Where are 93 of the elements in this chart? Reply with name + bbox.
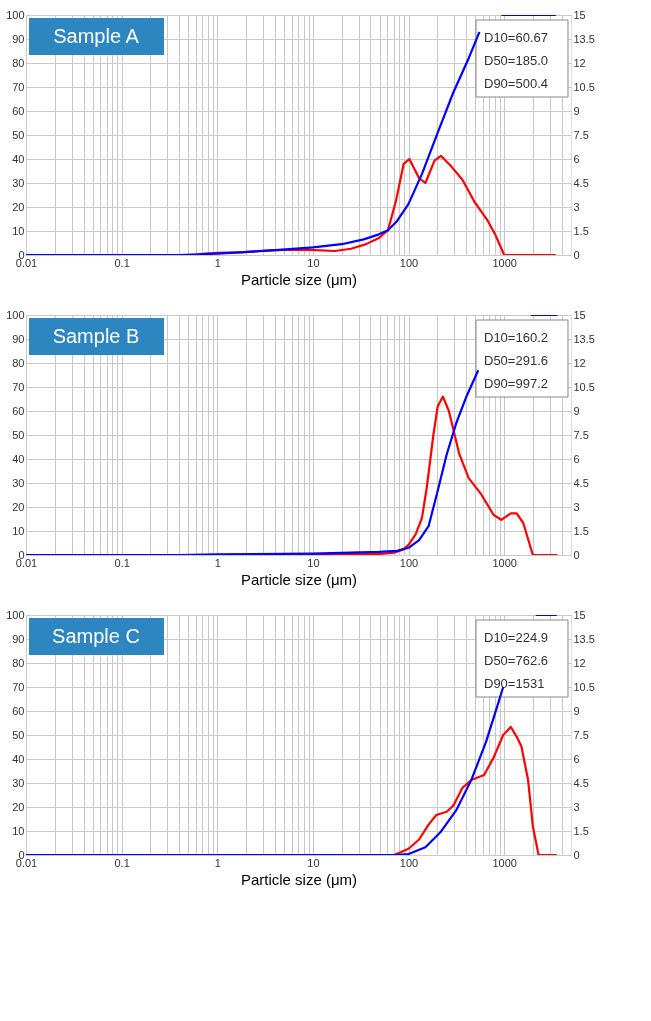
y2-tick-label: 10.5: [573, 680, 595, 693]
annotation: D50=185.0: [484, 52, 548, 68]
annotation: D10=224.9: [484, 629, 548, 645]
x-tick-label: 100: [399, 856, 419, 869]
x-tick-label: 0.1: [114, 856, 130, 869]
y2-tick-label: 15: [573, 608, 586, 621]
y-tick-label: 70: [12, 80, 25, 93]
y-tick-label: 30: [12, 476, 25, 489]
y-tick-label: 90: [12, 32, 25, 45]
x-tick-label: 1: [214, 856, 221, 869]
x-tick-label: 1: [214, 556, 221, 569]
text: Sample A: [53, 25, 140, 47]
y2-tick-label: 7.5: [573, 128, 589, 141]
y2-tick-label: 0: [573, 248, 580, 261]
y-tick-label: 60: [12, 704, 25, 717]
y2-tick-label: 6: [573, 152, 580, 165]
y2-tick-label: 0: [573, 548, 580, 561]
y-tick-label: 60: [12, 104, 25, 117]
x-tick-label: 100: [399, 256, 419, 269]
y2-tick-label: 13.5: [573, 332, 595, 345]
y-tick-label: 90: [12, 632, 25, 645]
text: Sample C: [52, 625, 140, 647]
annotation: D50=291.6: [484, 352, 548, 368]
x-tick-label: 1: [214, 256, 221, 269]
y2-tick-label: 4.5: [573, 176, 589, 189]
y2-tick-label: 12: [573, 356, 586, 369]
y2-tick-label: 7.5: [573, 428, 589, 441]
y2-tick-label: 15: [573, 8, 586, 21]
y2-tick-label: 12: [573, 56, 586, 69]
y2-tick-label: 12: [573, 656, 586, 669]
y-tick-label: 70: [12, 380, 25, 393]
x-axis-title: Particle size (μm): [240, 870, 358, 888]
y-tick-label: 100: [6, 608, 25, 621]
y-tick-label: 30: [12, 776, 25, 789]
y-tick-label: 20: [12, 800, 25, 813]
annotation: D10=60.67: [484, 29, 548, 45]
y-tick-label: 10: [12, 824, 25, 837]
y2-tick-label: 10.5: [573, 380, 595, 393]
x-tick-label: 1000: [492, 256, 517, 269]
y-tick-label: 100: [6, 308, 25, 321]
x-tick-label: 10: [307, 556, 320, 569]
y-tick-label: 20: [12, 200, 25, 213]
y-tick-label: 90: [12, 332, 25, 345]
y-tick-label: 10: [12, 224, 25, 237]
y-tick-label: 40: [12, 152, 25, 165]
x-tick-label: 10: [307, 856, 320, 869]
y-tick-label: 40: [12, 452, 25, 465]
y-tick-label: 80: [12, 356, 25, 369]
annotation: D50=762.6: [484, 652, 548, 668]
annotation: D90=1531: [484, 675, 545, 691]
y-tick-label: 100: [6, 8, 25, 21]
y2-tick-label: 3: [573, 800, 580, 813]
y2-tick-label: 1.5: [573, 224, 589, 237]
annotation: D10=160.2: [484, 329, 548, 345]
y-tick-label: 60: [12, 404, 25, 417]
y2-tick-label: 13.5: [573, 32, 595, 45]
x-tick-label: 100: [399, 556, 419, 569]
y-tick-label: 80: [12, 56, 25, 69]
y2-tick-label: 6: [573, 752, 580, 765]
y-tick-label: 20: [12, 500, 25, 513]
y-tick-label: 10: [12, 524, 25, 537]
y2-tick-label: 1.5: [573, 524, 589, 537]
y-tick-label: 80: [12, 656, 25, 669]
annotation: D90=500.4: [484, 75, 548, 91]
y2-tick-label: 4.5: [573, 776, 589, 789]
y-tick-label: 30: [12, 176, 25, 189]
x-tick-label: 1000: [492, 556, 517, 569]
x-axis-title: Particle size (μm): [240, 270, 358, 288]
y2-tick-label: 9: [573, 104, 580, 117]
annotation: D90=997.2: [484, 375, 548, 391]
y-tick-label: 50: [12, 428, 25, 441]
x-axis-title: Particle size (μm): [240, 570, 358, 588]
y2-tick-label: 3: [573, 200, 580, 213]
y2-tick-label: 15: [573, 308, 586, 321]
y-tick-label: 40: [12, 752, 25, 765]
y2-tick-label: 1.5: [573, 824, 589, 837]
y2-tick-label: 6: [573, 452, 580, 465]
y2-tick-label: 13.5: [573, 632, 595, 645]
y2-tick-label: 7.5: [573, 728, 589, 741]
y-tick-label: 50: [12, 728, 25, 741]
x-tick-label: 0.1: [114, 256, 130, 269]
y2-tick-label: 9: [573, 704, 580, 717]
y-tick-label: 70: [12, 680, 25, 693]
y2-tick-label: 0: [573, 848, 580, 861]
y2-tick-label: 9: [573, 404, 580, 417]
x-tick-label: 10: [307, 256, 320, 269]
y2-tick-label: 3: [573, 500, 580, 513]
y-tick-label: 50: [12, 128, 25, 141]
y2-tick-label: 4.5: [573, 476, 589, 489]
x-tick-label: 0.1: [114, 556, 130, 569]
y2-tick-label: 10.5: [573, 80, 595, 93]
text: Sample B: [52, 325, 140, 347]
x-tick-label: 1000: [492, 856, 517, 869]
